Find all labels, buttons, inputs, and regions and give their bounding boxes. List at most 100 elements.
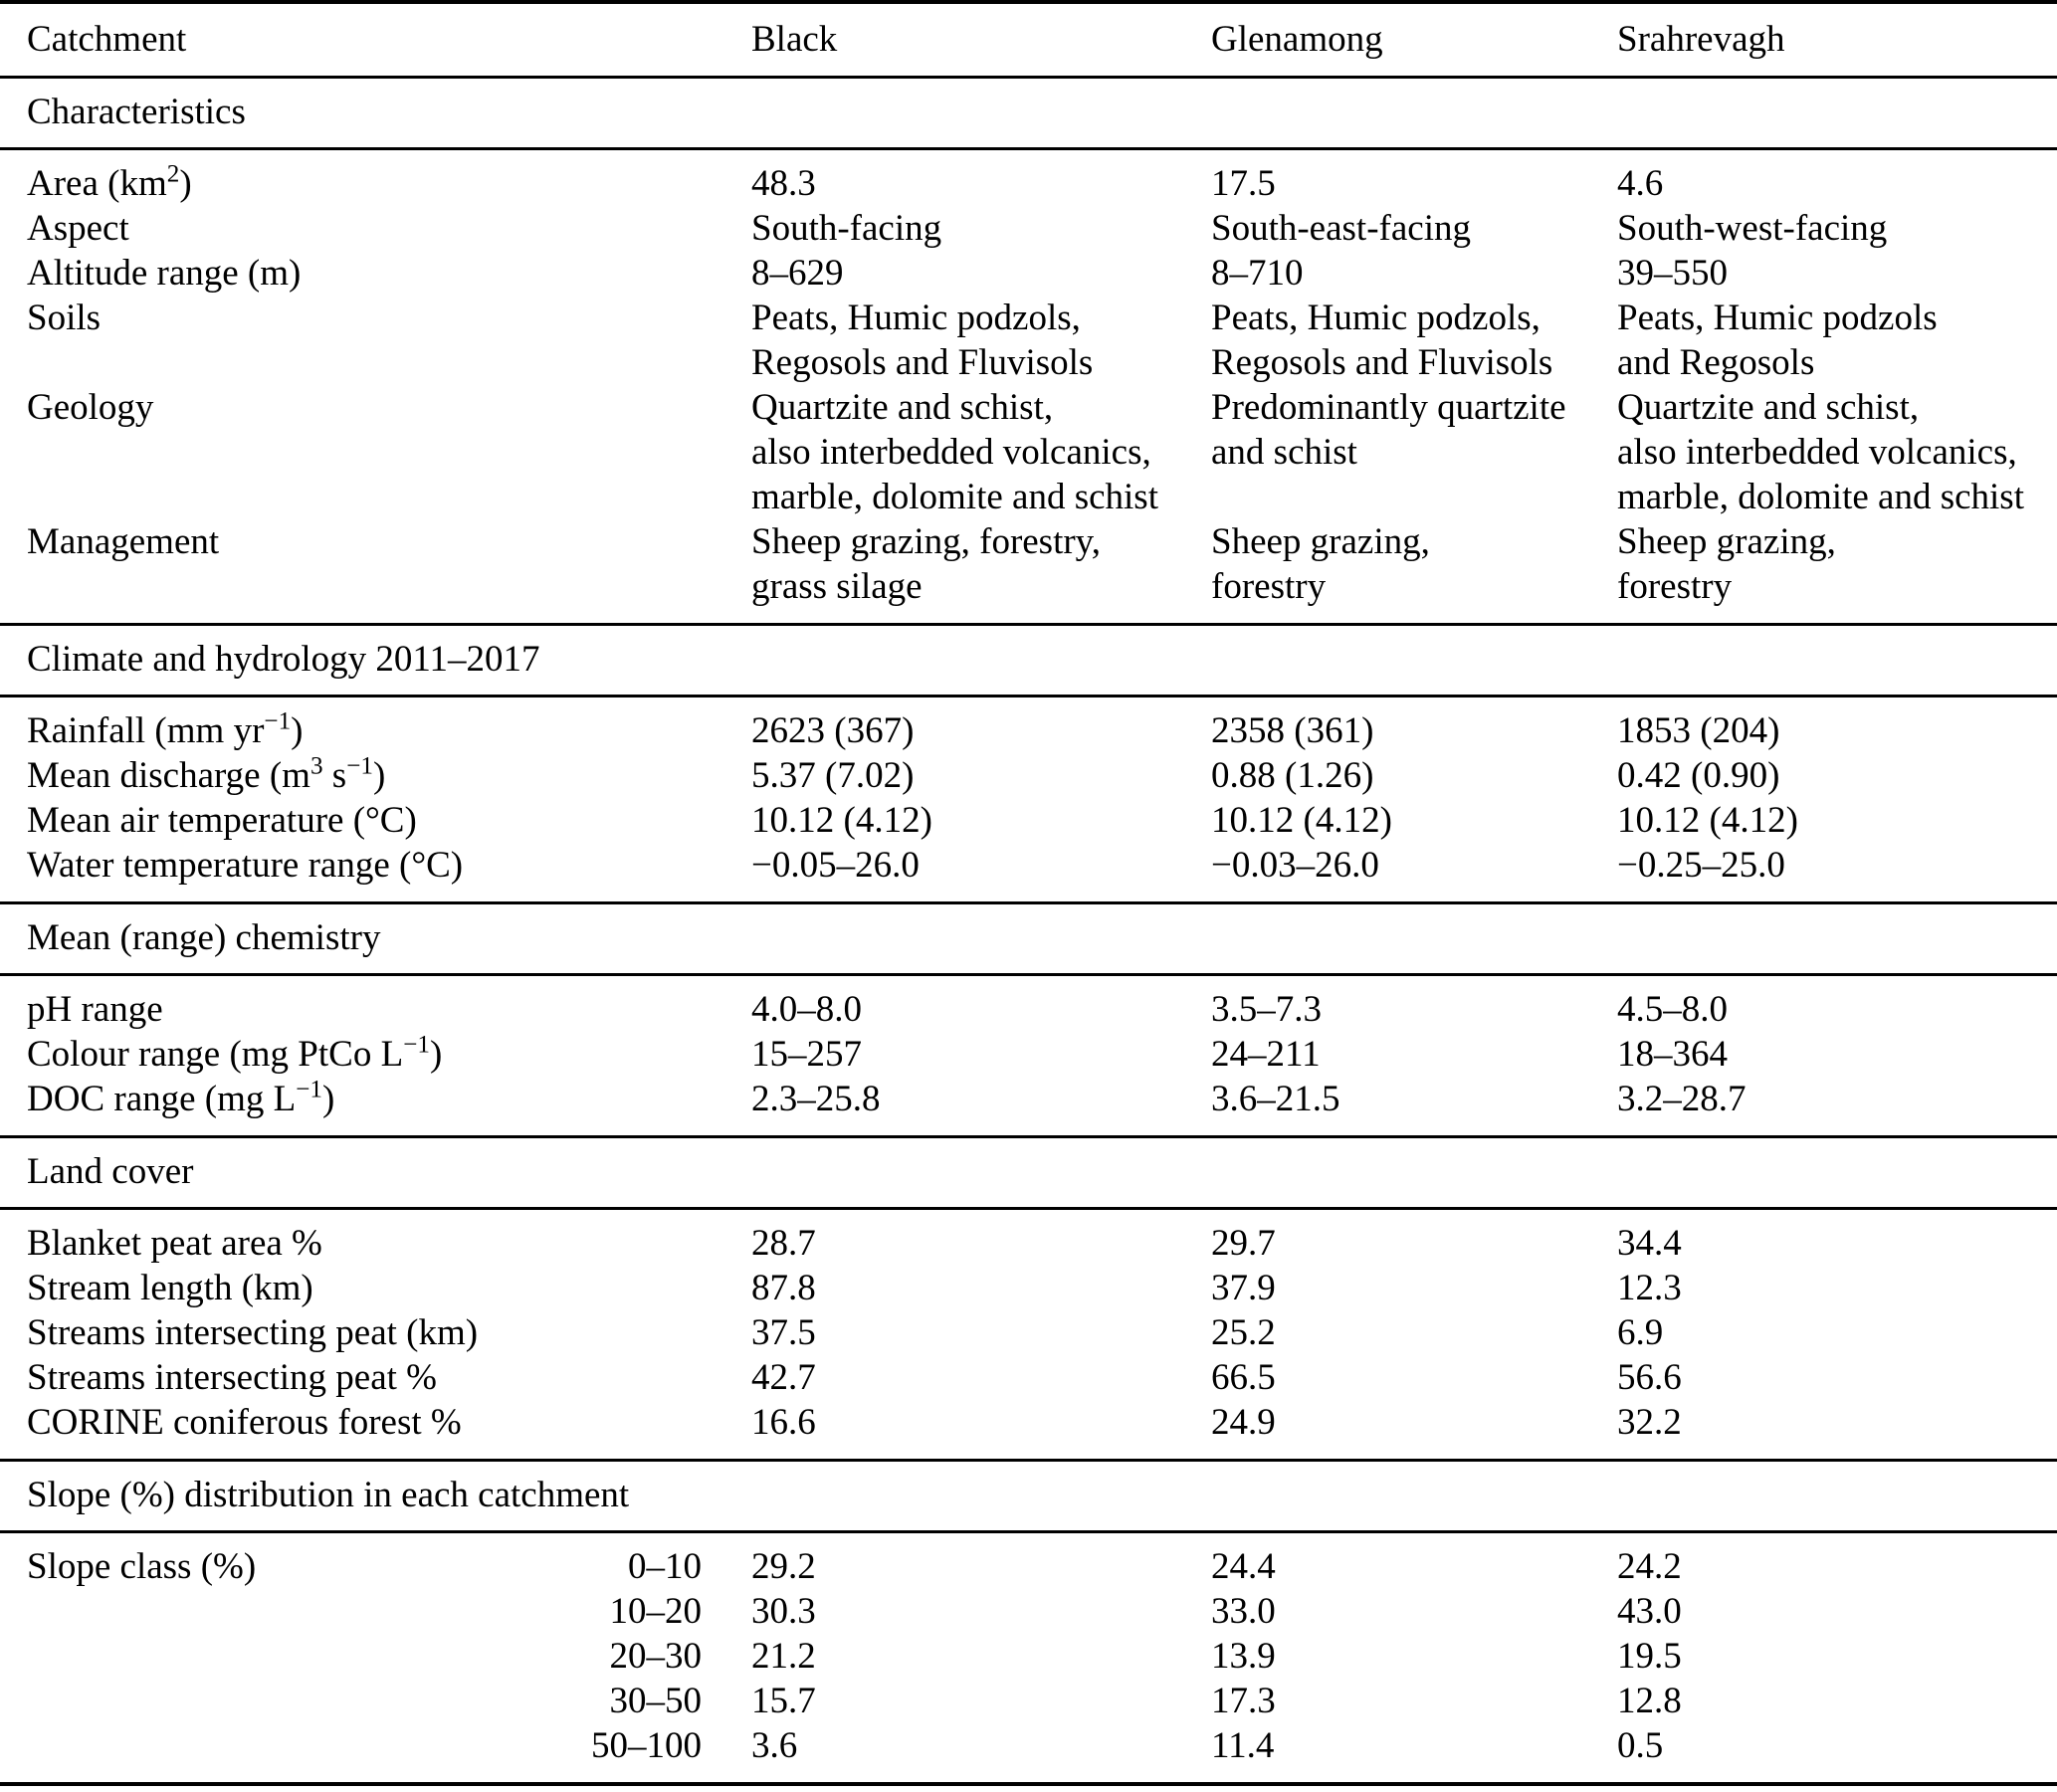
column-header-catchment: Catchment [27,19,187,60]
cell-glenamong: 37.9 [1211,1268,1276,1308]
cell-glenamong: 17.3 [1211,1681,1276,1721]
cell-black: 87.8 [751,1268,816,1308]
table-row: 20–30 21.2 13.9 19.5 [0,1634,2057,1679]
table-row: Mean air temperature (°C) 10.12 (4.12) 1… [0,798,2057,843]
table-row: Management Sheep grazing, forestry, gras… [0,519,2057,609]
cell-black: 15.7 [751,1681,816,1721]
table-row: Altitude range (m) 8–629 8–710 39–550 [0,251,2057,296]
row-label: Streams intersecting peat (km) [27,1312,479,1353]
cell-glenamong: 24–211 [1211,1034,1321,1075]
row-label: Stream length (km) [27,1268,313,1308]
cell-srahrevagh: 19.5 [1617,1636,1682,1677]
cell-srahrevagh: 34.4 [1617,1223,1682,1264]
row-label: Mean air temperature (°C) [27,800,417,841]
cell-black: 5.37 (7.02) [751,755,915,796]
table-row: Aspect South-facing South-east-facing So… [0,206,2057,251]
cell-glenamong: 29.7 [1211,1223,1276,1264]
cell-black: 2.3–25.8 [751,1079,881,1119]
row-label: Blanket peat area % [27,1223,322,1264]
row-label-cell: Slope class (%) 0–10 [0,1544,751,1589]
section-title: Characteristics [27,92,246,132]
cell-glenamong: 13.9 [1211,1636,1276,1677]
table-row: pH range 4.0–8.0 3.5–7.3 4.5–8.0 [0,987,2057,1032]
section-header-slope: Slope (%) distribution in each catchment [0,1462,2057,1530]
section-body-characteristics: Area (km2) 48.3 17.5 4.6 Aspect South-fa… [0,150,2057,623]
table-row: 10–20 30.3 33.0 43.0 [0,1589,2057,1634]
row-label: Aspect [27,208,129,249]
row-label: Streams intersecting peat % [27,1357,438,1398]
column-header-black: Black [751,19,838,60]
cell-srahrevagh: 0.5 [1617,1725,1664,1766]
slope-class-range: 10–20 [609,1591,703,1632]
cell-black: −0.05–26.0 [751,845,920,886]
cell-srahrevagh: South-west-facing [1617,208,1888,249]
table-row: Colour range (mg PtCo L−1) 15–257 24–211… [0,1032,2057,1077]
section-body-landcover: Blanket peat area % 28.7 29.7 34.4 Strea… [0,1210,2057,1459]
row-label-cell: 30–50 [0,1679,751,1723]
cell-srahrevagh: 3.2–28.7 [1617,1079,1747,1119]
cell-srahrevagh: 4.5–8.0 [1617,989,1728,1030]
row-label: Area (km2) [27,160,192,204]
cell-srahrevagh: 0.42 (0.90) [1617,755,1780,796]
cell-glenamong: 3.6–21.5 [1211,1079,1340,1119]
cell-black: 8–629 [751,253,844,294]
section-header-climate: Climate and hydrology 2011–2017 [0,626,2057,695]
cell-glenamong: 3.5–7.3 [1211,989,1322,1030]
cell-black: 15–257 [751,1034,862,1075]
table-row: Blanket peat area % 28.7 29.7 34.4 [0,1221,2057,1266]
cell-black: South-facing [751,208,942,249]
cell-srahrevagh: 1853 (204) [1617,710,1780,751]
cell-glenamong: 10.12 (4.12) [1211,800,1392,841]
cell-black: 2623 (367) [751,710,915,751]
section-title: Mean (range) chemistry [27,917,381,958]
cell-black: 16.6 [751,1402,816,1443]
table-rule [0,901,2057,904]
cell-srahrevagh: 12.3 [1617,1268,1682,1308]
section-title: Slope (%) distribution in each catchment [27,1475,630,1515]
cell-black: 37.5 [751,1312,816,1353]
row-label: CORINE coniferous forest % [27,1402,462,1443]
cell-srahrevagh: 32.2 [1617,1402,1682,1443]
cell-black: Quartzite and schist, also interbedded v… [751,387,1158,517]
cell-black: 29.2 [751,1546,816,1587]
cell-glenamong: 24.9 [1211,1402,1276,1443]
section-title: Land cover [27,1151,194,1192]
column-header-srahrevagh: Srahrevagh [1617,19,1785,60]
table-row: CORINE coniferous forest % 16.6 24.9 32.… [0,1400,2057,1445]
row-label: Mean discharge (m3 s−1) [27,752,386,796]
cell-srahrevagh: −0.25–25.0 [1617,845,1785,886]
row-label: Geology [27,387,154,428]
table-header-row: Catchment Black Glenamong Srahrevagh [0,4,2057,76]
table-row: Slope class (%) 0–10 29.2 24.4 24.2 [0,1544,2057,1589]
slope-class-range: 20–30 [609,1636,703,1677]
cell-srahrevagh: 43.0 [1617,1591,1682,1632]
section-body-climate: Rainfall (mm yr−1) 2623 (367) 2358 (361)… [0,697,2057,901]
table-top-rule [0,0,2057,4]
row-label-cell: 50–100 [0,1723,751,1768]
cell-glenamong: 8–710 [1211,253,1304,294]
cell-srahrevagh: Sheep grazing, forestry [1617,521,1836,607]
row-label: DOC range (mg L−1) [27,1076,335,1119]
row-label: Water temperature range (°C) [27,845,464,886]
section-header-landcover: Land cover [0,1138,2057,1207]
row-label: pH range [27,989,163,1030]
cell-glenamong: 17.5 [1211,163,1276,204]
section-body-slope: Slope class (%) 0–10 29.2 24.4 24.2 10–2… [0,1533,2057,1782]
cell-glenamong: Peats, Humic podzols, Regosols and Fluvi… [1211,298,1553,383]
cell-glenamong: South-east-facing [1211,208,1471,249]
table-rule [0,695,2057,697]
table-rule [0,623,2057,626]
table-rule [0,147,2057,150]
table-row: DOC range (mg L−1) 2.3–25.8 3.6–21.5 3.2… [0,1077,2057,1121]
cell-glenamong: 25.2 [1211,1312,1276,1353]
cell-srahrevagh: Peats, Humic podzols and Regosols [1617,298,1938,383]
cell-glenamong: 2358 (361) [1211,710,1374,751]
section-title: Climate and hydrology 2011–2017 [27,639,540,680]
table-row: Stream length (km) 87.8 37.9 12.3 [0,1266,2057,1310]
cell-black: 28.7 [751,1223,816,1264]
cell-srahrevagh: 4.6 [1617,163,1664,204]
table-rule [0,1530,2057,1533]
table-row: Streams intersecting peat % 42.7 66.5 56… [0,1355,2057,1400]
cell-srahrevagh: 10.12 (4.12) [1617,800,1798,841]
table-row: 50–100 3.6 11.4 0.5 [0,1723,2057,1768]
